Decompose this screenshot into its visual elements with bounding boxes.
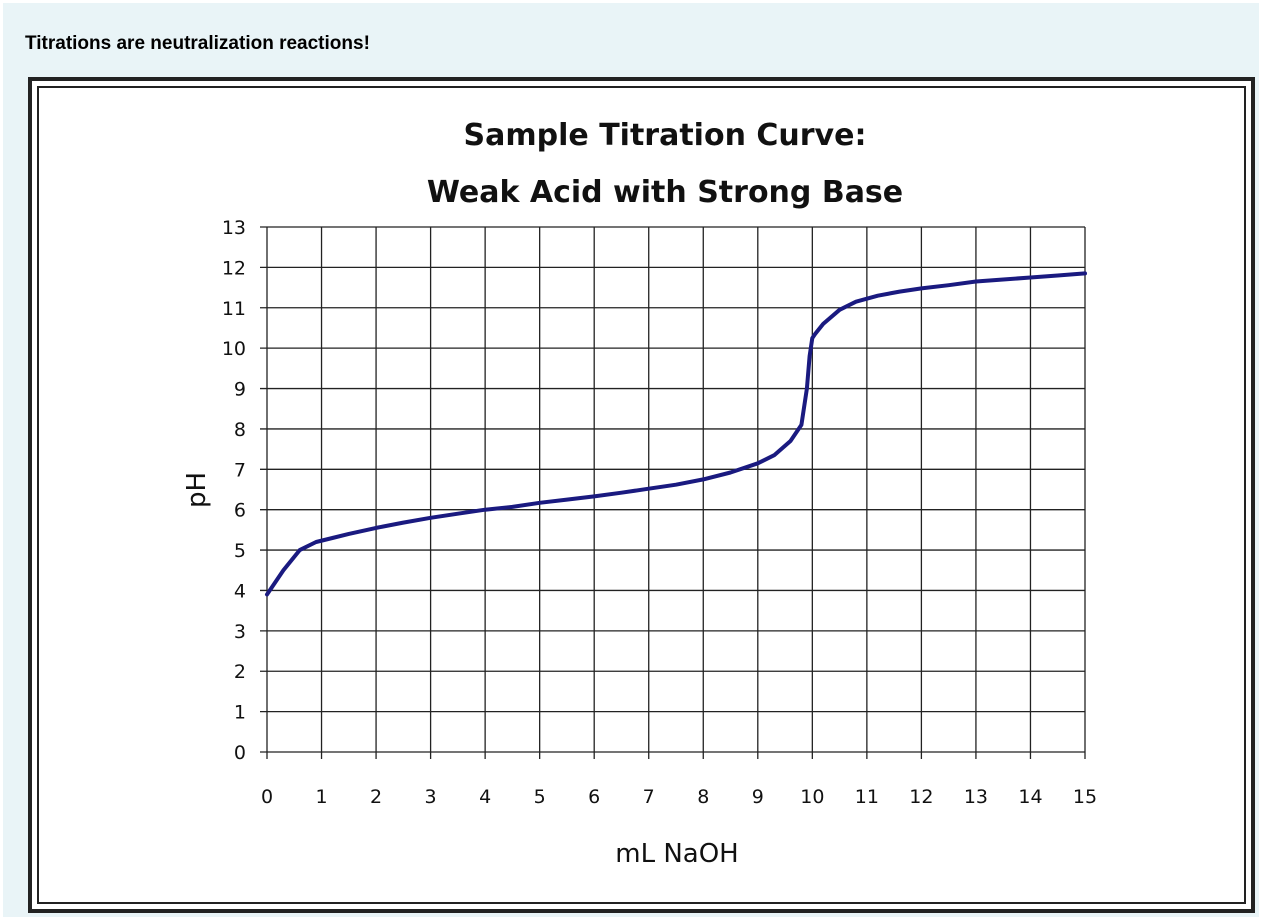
x-tick-label: 3 [425, 786, 437, 808]
y-tick-label: 9 [234, 379, 246, 401]
page-heading: Titrations are neutralization reactions! [25, 33, 370, 54]
x-tick-label: 1 [315, 786, 327, 808]
x-tick-label: 11 [855, 786, 879, 808]
x-axis-label: mL NaOH [615, 839, 738, 869]
x-tick-label: 12 [909, 786, 933, 808]
y-tick-label: 6 [234, 500, 246, 522]
grid [260, 226, 1086, 759]
x-tick-label: 15 [1073, 786, 1097, 808]
x-tick-label: 2 [370, 786, 382, 808]
x-tick-label: 9 [752, 786, 764, 808]
y-tick-label: 7 [234, 459, 246, 481]
chart-frame-inner [37, 86, 1246, 904]
y-tick-label: 2 [234, 661, 246, 683]
x-tick-label: 14 [1018, 786, 1042, 808]
y-tick-label: 1 [234, 702, 246, 724]
chart-title-line1: Sample Titration Curve: [464, 118, 867, 153]
chart-frame [28, 77, 1255, 913]
y-tick-label: 4 [234, 580, 246, 602]
x-tick-label: 13 [964, 786, 988, 808]
series-layer [265, 271, 1087, 597]
y-tick-label: 13 [222, 217, 246, 239]
x-tick-label: 0 [261, 786, 273, 808]
x-tick-label: 6 [588, 786, 600, 808]
x-tick-label: 10 [800, 786, 824, 808]
x-tick-label: 8 [697, 786, 709, 808]
content-panel: Titrations are neutralization reactions! [3, 3, 1259, 917]
y-tick-label: 10 [222, 338, 246, 360]
y-tick-label: 3 [234, 621, 246, 643]
x-tick-label: 4 [479, 786, 491, 808]
y-tick-label: 11 [222, 298, 246, 320]
x-tick-label: 5 [534, 786, 546, 808]
series-line-pH [265, 271, 1087, 597]
y-tick-label: 12 [222, 257, 246, 279]
x-tick-label: 7 [643, 786, 655, 808]
y-tick-label: 0 [234, 742, 246, 764]
y-tick-label: 5 [234, 540, 246, 562]
y-tick-label: 8 [234, 419, 246, 441]
y-axis-label: pH [182, 472, 212, 508]
chart-title-line2: Weak Acid with Strong Base [427, 175, 903, 210]
